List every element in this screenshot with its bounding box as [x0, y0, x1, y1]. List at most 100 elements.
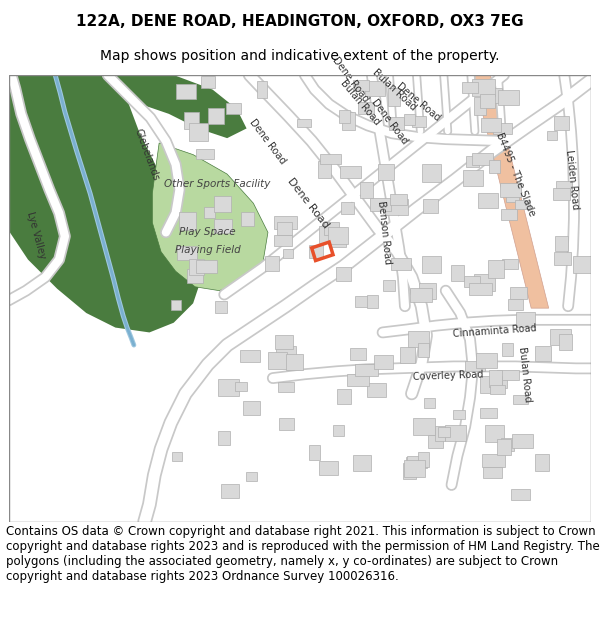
Polygon shape — [8, 75, 247, 138]
FancyBboxPatch shape — [511, 489, 530, 500]
FancyBboxPatch shape — [309, 445, 320, 460]
Bar — [482, 454, 505, 467]
FancyBboxPatch shape — [319, 461, 338, 474]
FancyBboxPatch shape — [257, 81, 267, 99]
FancyBboxPatch shape — [205, 207, 215, 218]
Bar — [367, 382, 386, 397]
Text: Contains OS data © Crown copyright and database right 2021. This information is : Contains OS data © Crown copyright and d… — [6, 525, 600, 583]
Bar — [485, 425, 504, 442]
Bar — [265, 256, 279, 271]
FancyBboxPatch shape — [553, 188, 571, 200]
Bar — [277, 346, 296, 362]
FancyBboxPatch shape — [246, 472, 257, 481]
Bar — [407, 456, 427, 468]
FancyBboxPatch shape — [328, 228, 347, 244]
FancyBboxPatch shape — [283, 249, 293, 258]
Bar — [243, 401, 260, 415]
Bar — [506, 186, 520, 202]
Bar — [353, 456, 371, 471]
FancyBboxPatch shape — [391, 258, 411, 271]
Text: Other Sports Facility: Other Sports Facility — [164, 179, 271, 189]
FancyBboxPatch shape — [214, 196, 231, 212]
FancyBboxPatch shape — [404, 114, 415, 125]
Text: Coverley Road: Coverley Road — [412, 370, 483, 382]
Text: Cinnaminta Road: Cinnaminta Road — [452, 324, 536, 339]
Text: Dene Road: Dene Road — [285, 176, 331, 230]
FancyBboxPatch shape — [367, 295, 378, 308]
Bar — [469, 282, 491, 296]
Bar — [406, 458, 419, 475]
FancyBboxPatch shape — [170, 300, 181, 310]
Bar — [218, 379, 239, 396]
FancyBboxPatch shape — [190, 259, 204, 276]
FancyBboxPatch shape — [235, 382, 247, 391]
Bar — [275, 334, 293, 349]
Bar — [403, 463, 416, 479]
Bar — [179, 212, 196, 231]
Bar — [360, 182, 373, 198]
FancyBboxPatch shape — [409, 331, 430, 348]
FancyBboxPatch shape — [466, 156, 479, 167]
FancyBboxPatch shape — [559, 334, 572, 350]
FancyBboxPatch shape — [555, 236, 568, 251]
FancyBboxPatch shape — [319, 226, 334, 242]
FancyBboxPatch shape — [325, 222, 340, 235]
Text: Benson Road: Benson Road — [376, 200, 393, 264]
Bar — [389, 118, 404, 130]
Bar — [478, 193, 499, 209]
Bar — [472, 79, 494, 96]
Bar — [365, 81, 385, 96]
FancyBboxPatch shape — [337, 389, 351, 404]
Bar — [510, 287, 527, 299]
Bar — [347, 374, 370, 386]
Bar — [383, 281, 395, 291]
FancyBboxPatch shape — [508, 299, 523, 310]
Bar — [500, 183, 521, 198]
Bar — [464, 276, 480, 288]
Bar — [501, 438, 514, 451]
FancyBboxPatch shape — [200, 76, 215, 89]
Bar — [502, 259, 518, 269]
Bar — [410, 288, 431, 302]
Polygon shape — [473, 75, 548, 308]
FancyBboxPatch shape — [424, 398, 435, 408]
Bar — [474, 98, 486, 115]
Bar — [374, 354, 393, 369]
Bar — [340, 166, 361, 177]
FancyBboxPatch shape — [176, 84, 196, 99]
Polygon shape — [8, 75, 203, 332]
FancyBboxPatch shape — [550, 329, 571, 345]
FancyBboxPatch shape — [512, 394, 527, 404]
Polygon shape — [8, 75, 120, 187]
FancyBboxPatch shape — [516, 311, 535, 327]
FancyBboxPatch shape — [423, 199, 438, 213]
Text: Glebelands: Glebelands — [133, 127, 161, 182]
FancyBboxPatch shape — [434, 426, 445, 441]
Text: Map shows position and indicative extent of the property.: Map shows position and indicative extent… — [100, 49, 500, 63]
Bar — [463, 169, 484, 186]
FancyBboxPatch shape — [554, 116, 569, 129]
Bar — [388, 88, 400, 106]
FancyBboxPatch shape — [453, 411, 464, 419]
Bar — [422, 256, 440, 273]
Bar — [497, 439, 511, 455]
Bar — [355, 364, 378, 376]
Bar — [479, 94, 495, 108]
FancyBboxPatch shape — [378, 164, 394, 180]
FancyBboxPatch shape — [309, 246, 323, 258]
FancyBboxPatch shape — [184, 112, 199, 129]
FancyBboxPatch shape — [296, 119, 311, 127]
Bar — [489, 369, 502, 388]
FancyBboxPatch shape — [189, 123, 208, 141]
Text: 122A, DENE ROAD, HEADINGTON, OXFORD, OX3 7EG: 122A, DENE ROAD, HEADINGTON, OXFORD, OX3… — [76, 14, 524, 29]
FancyBboxPatch shape — [515, 200, 530, 209]
Text: Dene Road: Dene Road — [248, 117, 288, 166]
Bar — [268, 352, 287, 369]
Text: Bulan Road: Bulan Road — [518, 346, 533, 403]
Text: Dene Road: Dene Road — [331, 56, 371, 104]
Bar — [474, 274, 496, 291]
FancyBboxPatch shape — [318, 161, 331, 178]
FancyBboxPatch shape — [320, 154, 341, 164]
Bar — [480, 376, 502, 393]
FancyBboxPatch shape — [339, 110, 350, 123]
